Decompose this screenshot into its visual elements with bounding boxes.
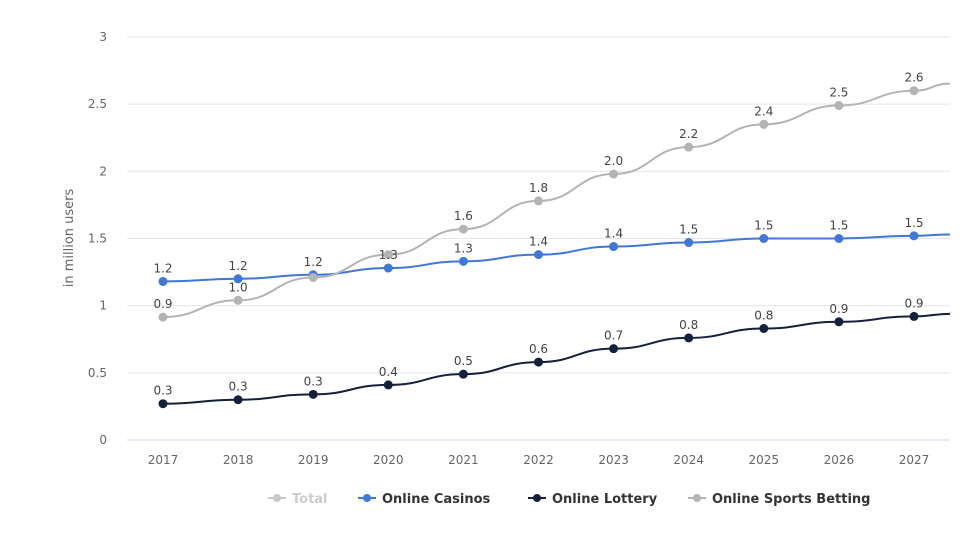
x-tick-label: 2019 xyxy=(298,453,329,467)
data-point[interactable] xyxy=(684,238,694,248)
data-label: 1.8 xyxy=(529,181,548,195)
y-tick-label: 0.5 xyxy=(88,366,107,380)
data-point[interactable] xyxy=(834,101,844,111)
y-tick-label: 2 xyxy=(99,164,107,178)
data-label: 1.2 xyxy=(229,259,248,273)
data-label: 0.7 xyxy=(604,329,623,343)
x-tick-label: 2025 xyxy=(749,453,780,467)
series-line-online-sports-betting xyxy=(162,82,951,319)
x-tick-label: 2026 xyxy=(824,453,855,467)
data-label: 1.6 xyxy=(454,209,473,223)
data-label: 0.5 xyxy=(454,354,473,368)
legend-label: Online Lottery xyxy=(552,492,658,507)
data-label: 2.0 xyxy=(604,154,623,168)
x-tick-label: 2022 xyxy=(523,453,554,467)
y-tick-label: 3 xyxy=(99,30,107,44)
legend-marker-icon xyxy=(693,494,701,502)
legend-item-online-lottery[interactable]: Online Lottery xyxy=(528,492,658,507)
data-point[interactable] xyxy=(759,234,769,243)
data-point[interactable] xyxy=(158,312,168,322)
data-label: 1.5 xyxy=(679,223,698,237)
legend-label: Total xyxy=(292,492,328,507)
data-point[interactable] xyxy=(759,324,769,334)
data-label: 0.3 xyxy=(304,374,323,388)
data-point[interactable] xyxy=(834,317,844,327)
data-point[interactable] xyxy=(534,357,543,367)
y-tick-label: 2.5 xyxy=(88,97,107,111)
data-label: 0.9 xyxy=(153,297,172,311)
data-label: 0.9 xyxy=(904,296,923,310)
y-tick-label: 1.5 xyxy=(88,232,107,246)
data-label: 0.6 xyxy=(529,342,548,356)
y-tick-label: 0 xyxy=(99,433,107,447)
data-label: 2.2 xyxy=(679,127,698,141)
data-label: 0.9 xyxy=(829,302,848,316)
legend-label: Online Casinos xyxy=(382,492,491,507)
data-point[interactable] xyxy=(233,395,243,405)
series-line-online-casinos xyxy=(162,233,951,283)
data-point[interactable] xyxy=(383,250,393,260)
data-point[interactable] xyxy=(909,311,919,321)
legend-marker-icon xyxy=(363,494,371,502)
data-label: 0.3 xyxy=(229,380,248,394)
data-label: 1.2 xyxy=(153,261,172,275)
data-point[interactable] xyxy=(684,142,694,152)
data-label: 0.3 xyxy=(153,384,172,398)
data-label: 2.4 xyxy=(754,104,773,118)
legend-item-total[interactable]: Total xyxy=(268,492,328,507)
data-point[interactable] xyxy=(834,234,844,243)
series-line-online-lottery xyxy=(162,312,951,405)
data-point[interactable] xyxy=(158,276,168,286)
data-point[interactable] xyxy=(458,224,468,234)
legend-marker-icon xyxy=(533,494,541,502)
data-point[interactable] xyxy=(909,86,919,96)
data-point[interactable] xyxy=(458,369,468,379)
legend-marker-icon xyxy=(273,494,281,502)
x-tick-label: 2023 xyxy=(598,453,629,467)
x-tick-label: 2027 xyxy=(899,453,930,467)
data-point[interactable] xyxy=(684,333,694,343)
data-label: 1.4 xyxy=(529,235,548,249)
data-point[interactable] xyxy=(759,119,769,129)
data-point[interactable] xyxy=(458,256,468,266)
data-label: 1.5 xyxy=(754,219,773,233)
data-label: 1.5 xyxy=(904,216,923,230)
x-tick-label: 2020 xyxy=(373,453,404,467)
data-point[interactable] xyxy=(233,274,243,284)
data-label: 2.6 xyxy=(904,71,923,85)
data-point[interactable] xyxy=(609,242,619,252)
y-tick-label: 1 xyxy=(99,299,107,313)
data-point[interactable] xyxy=(383,263,393,273)
data-point[interactable] xyxy=(308,389,318,399)
data-point[interactable] xyxy=(383,380,393,390)
y-axis-label: in million users xyxy=(62,189,77,288)
data-point[interactable] xyxy=(534,250,543,260)
legend-label: Online Sports Betting xyxy=(712,492,870,507)
x-tick-label: 2024 xyxy=(673,453,704,467)
data-label: 1.3 xyxy=(379,248,398,262)
data-point[interactable] xyxy=(609,344,619,354)
data-label: 0.4 xyxy=(379,365,398,379)
data-label: 1.3 xyxy=(454,241,473,255)
legend-item-online-casinos[interactable]: Online Casinos xyxy=(358,492,491,507)
x-tick-label: 2017 xyxy=(148,453,179,467)
x-tick-label: 2018 xyxy=(223,453,254,467)
data-label: 2.5 xyxy=(829,86,848,100)
legend-item-online-sports-betting[interactable]: Online Sports Betting xyxy=(688,492,870,507)
data-point[interactable] xyxy=(909,231,919,241)
data-label: 0.8 xyxy=(679,318,698,332)
data-point[interactable] xyxy=(308,272,318,282)
data-point[interactable] xyxy=(158,399,168,409)
data-label: 0.8 xyxy=(754,309,773,323)
x-tick-label: 2021 xyxy=(448,453,479,467)
data-label: 1.4 xyxy=(604,227,623,241)
data-label: 1.0 xyxy=(229,280,248,294)
data-point[interactable] xyxy=(534,196,543,206)
data-label: 1.2 xyxy=(304,255,323,269)
data-point[interactable] xyxy=(233,295,243,305)
data-point[interactable] xyxy=(609,169,619,179)
data-label: 1.5 xyxy=(829,219,848,233)
